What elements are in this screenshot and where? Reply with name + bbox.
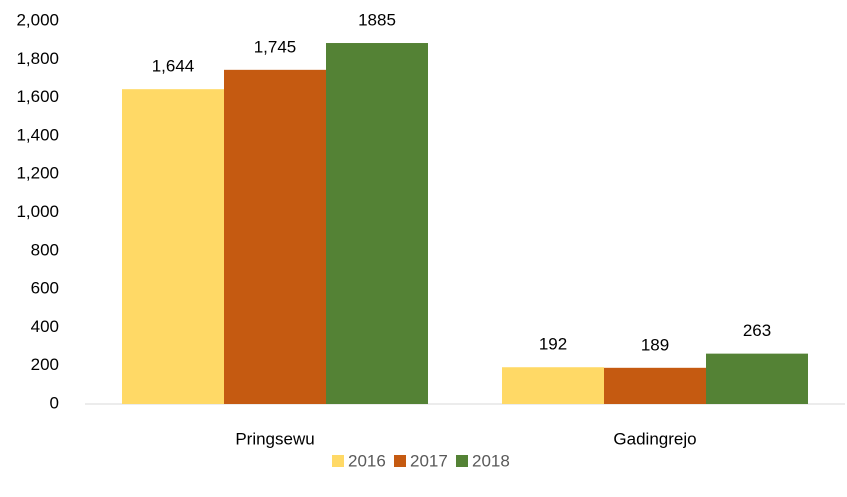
y-tick-label: 1,000	[16, 202, 59, 221]
legend-swatch	[456, 455, 468, 467]
value-label: 263	[743, 321, 771, 340]
bar	[326, 43, 428, 405]
bar	[122, 89, 224, 404]
legend-swatch	[394, 455, 406, 467]
y-tick-label: 200	[31, 355, 59, 374]
y-tick-label: 1,400	[16, 125, 59, 144]
legend-label: 2017	[410, 451, 448, 470]
x-tick-label: Gadingrejo	[613, 429, 696, 448]
value-label: 189	[641, 335, 669, 354]
x-tick-label: Pringsewu	[235, 429, 314, 448]
bar	[502, 367, 604, 404]
y-tick-label: 400	[31, 317, 59, 336]
value-label: 1885	[358, 11, 396, 30]
value-label: 1,745	[254, 37, 297, 56]
y-tick-label: 2,000	[16, 10, 59, 29]
y-tick-label: 1,800	[16, 49, 59, 68]
y-tick-label: 800	[31, 240, 59, 259]
bar	[224, 69, 326, 405]
y-tick-label: 1,200	[16, 164, 59, 183]
y-tick-label: 1,600	[16, 87, 59, 106]
y-tick-label: 0	[50, 393, 59, 412]
bar	[604, 367, 706, 404]
value-label: 1,644	[152, 57, 195, 76]
y-tick-label: 600	[31, 279, 59, 298]
value-label: 192	[539, 335, 567, 354]
legend-swatch	[332, 455, 344, 467]
legend-label: 2018	[472, 451, 510, 470]
bar	[706, 353, 808, 404]
legend-label: 2016	[348, 451, 386, 470]
